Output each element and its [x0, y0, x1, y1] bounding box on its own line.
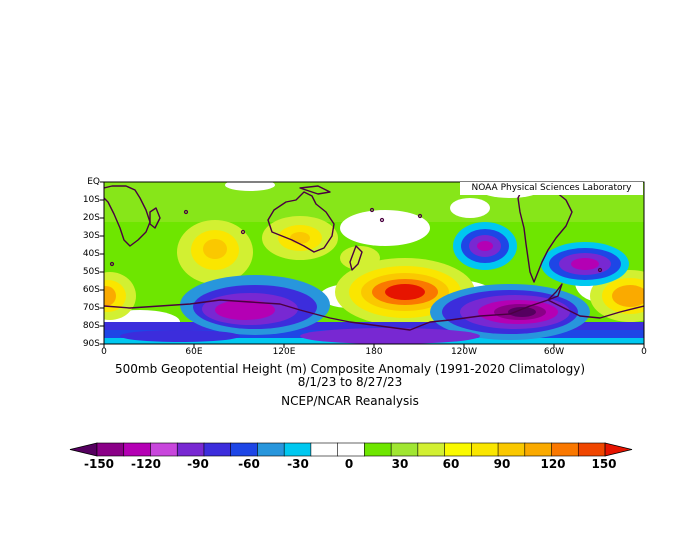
colorbar-swatch [123, 442, 152, 457]
trough-south-pacific [453, 222, 517, 270]
colorbar-label-neg150: -150 [83, 457, 115, 471]
colorbar-arrow-high [604, 442, 633, 457]
colorbar-arrow-low [69, 442, 98, 457]
colorbar-swatch [577, 442, 606, 457]
antarctica-coastline [104, 299, 644, 331]
colorbar-swatch [551, 442, 579, 457]
date-range: 8/1/23 to 8/27/23 [297, 375, 403, 389]
colorbar-swatch [310, 442, 339, 457]
trough-polar [120, 328, 480, 344]
ridge-south-indian-ocean [177, 220, 253, 284]
trough-south-atlantic [541, 242, 629, 286]
data-source: NCEP/NCAR Reanalysis [281, 394, 419, 408]
colorbar-label-90: 90 [493, 457, 511, 471]
islands [109, 207, 603, 273]
lon-label-0-east: 0 [641, 347, 647, 357]
lon-label-120w: 120W [450, 347, 478, 357]
colorbar-swatch [364, 442, 392, 457]
lat-label-eq: EQ [87, 177, 100, 187]
lon-label-0-west: 0 [101, 347, 107, 357]
australia-coastline [267, 191, 335, 253]
lat-label-90s: 90S [82, 339, 100, 349]
colorbar-label-neg60: -60 [238, 457, 260, 471]
lat-label-20s: 20S [82, 213, 100, 223]
africa-coastline [104, 185, 151, 247]
colorbar-label-120: 120 [540, 457, 566, 471]
colorbar-label-neg30: -30 [287, 457, 309, 471]
colorbar-swatch [257, 442, 285, 457]
colorbar-label-60: 60 [442, 457, 460, 471]
lon-ticks [103, 344, 645, 348]
lat-label-60s: 60S [82, 285, 100, 295]
colorbar [69, 442, 633, 457]
lat-label-80s: 80S [82, 321, 100, 331]
new-guinea-coastline [299, 185, 331, 195]
colorbar-swatch [444, 442, 472, 457]
lat-ticks [100, 181, 104, 345]
new-zealand-coastline [349, 245, 363, 271]
coastlines [104, 182, 644, 331]
lat-label-50s: 50S [82, 267, 100, 277]
colorbar-swatch [471, 442, 499, 457]
madagascar-coastline [149, 207, 161, 229]
colorbar-label-0: 0 [344, 457, 354, 471]
ridge-australia [262, 216, 338, 260]
colorbar-label-150: 150 [591, 457, 617, 471]
colorbar-swatch [390, 442, 419, 457]
colorbar-swatch [150, 442, 178, 457]
anomaly-field [104, 182, 644, 344]
colorbar-swatch [417, 442, 446, 457]
colorbar-swatch [524, 442, 553, 457]
lon-label-60e: 60E [185, 347, 203, 357]
south-america-coastline [517, 182, 573, 283]
colorbar-swatch [176, 442, 205, 457]
colorbar-label-neg90: -90 [187, 457, 209, 471]
map-title: 500mb Geopotential Height (m) Composite … [114, 362, 585, 376]
colorbar-swatch [96, 442, 125, 457]
colorbar-swatch [337, 442, 365, 457]
lat-label-10s: 10S [82, 195, 100, 205]
lab-label: NOAA Physical Sciences Laboratory [460, 182, 643, 195]
lon-label-180: 180 [365, 347, 383, 357]
colorbar-swatch [203, 442, 232, 457]
colorbar-swatch [497, 442, 526, 457]
antarctic-peninsula-coastline [547, 283, 563, 301]
lon-label-120e: 120E [272, 347, 296, 357]
lat-label-40s: 40S [82, 249, 100, 259]
colorbar-swatch [283, 442, 312, 457]
lon-label-60w: 60W [543, 347, 565, 357]
lat-label-70s: 70S [82, 303, 100, 313]
colorbar-label-30: 30 [391, 457, 409, 471]
lat-label-30s: 30S [82, 231, 100, 241]
trough-south-indian-ocean [180, 275, 330, 335]
colorbar-swatch [230, 442, 259, 457]
colorbar-label-neg120: -120 [130, 457, 162, 471]
